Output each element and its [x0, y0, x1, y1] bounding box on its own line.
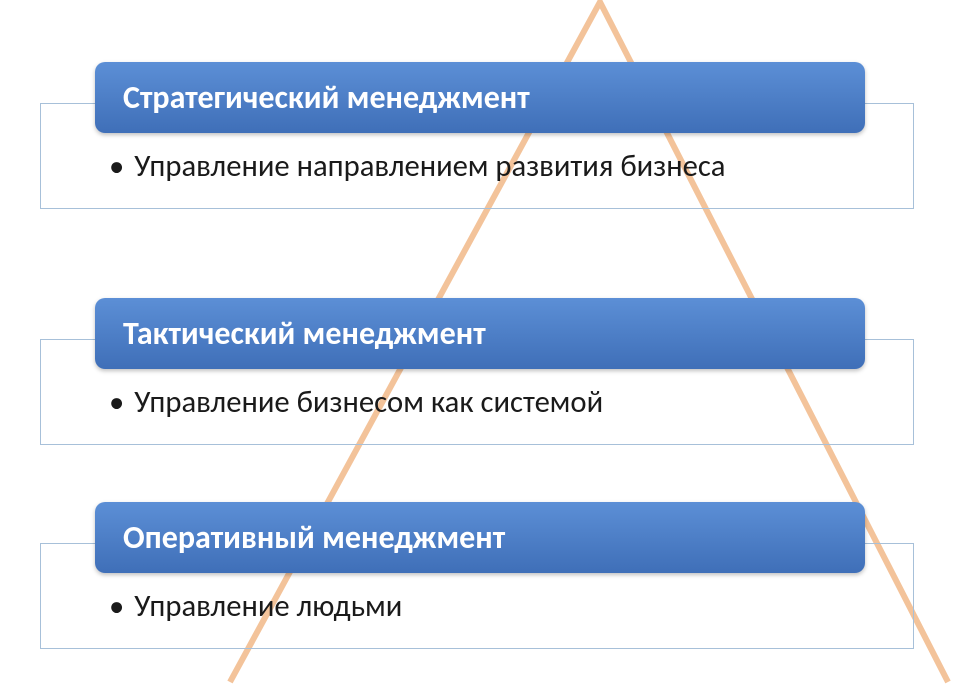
bullet-dot-icon: • [109, 588, 124, 626]
section-1: Тактический менеджмент • Управление бизнес… [40, 298, 914, 445]
section-title-text: Оперативный менеджмент [123, 518, 505, 557]
bullet-dot-icon: • [109, 384, 124, 422]
section-title-pill: Оперативный менеджмент [95, 502, 865, 573]
section-title-text: Стратегический менеджмент [123, 78, 530, 117]
section-title-text: Тактический менеджмент [123, 314, 486, 353]
bullet-text: Управление бизнесом как системой [134, 384, 885, 422]
section-2: Оперативный менеджмент • Управление людьми [40, 502, 914, 649]
bullet-text: Управление направлением развития бизнеса [134, 148, 885, 186]
section-0: Стратегический менеджмент • Управление нап… [40, 62, 914, 209]
bullet-item: • Управление бизнесом как системой [109, 384, 885, 422]
bullet-text: Управление людьми [134, 588, 885, 626]
bullet-item: • Управление людьми [109, 588, 885, 626]
section-title-pill: Тактический менеджмент [95, 298, 865, 369]
bullet-item: • Управление направлением развития бизнес… [109, 148, 885, 186]
sections-container: Стратегический менеджмент • Управление нап… [0, 0, 954, 685]
section-title-pill: Стратегический менеджмент [95, 62, 865, 133]
bullet-dot-icon: • [109, 148, 124, 186]
